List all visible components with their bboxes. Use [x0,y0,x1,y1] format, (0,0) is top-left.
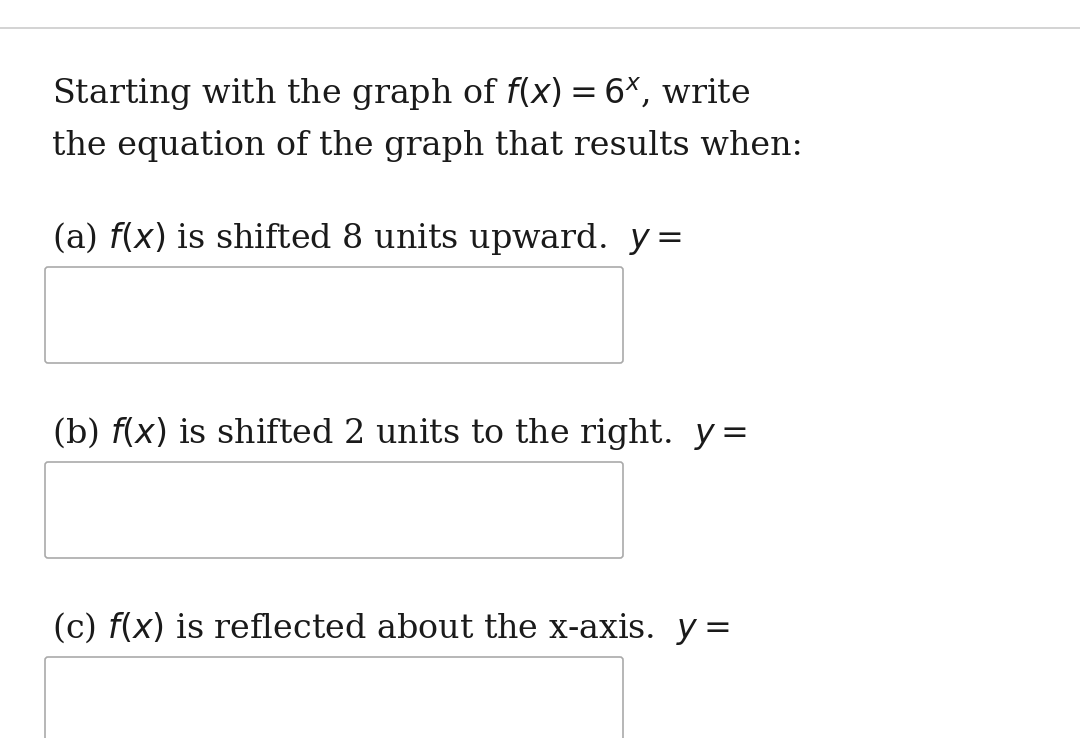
FancyBboxPatch shape [45,267,623,363]
FancyBboxPatch shape [45,657,623,738]
FancyBboxPatch shape [45,462,623,558]
Text: (a) $f(x)$ is shifted 8 units upward.  $y =$: (a) $f(x)$ is shifted 8 units upward. $y… [52,220,681,257]
Text: Starting with the graph of $f(x) = 6^{x}$, write: Starting with the graph of $f(x) = 6^{x}… [52,75,750,113]
Text: (b) $f(x)$ is shifted 2 units to the right.  $y =$: (b) $f(x)$ is shifted 2 units to the rig… [52,415,746,452]
Text: (c) $f(x)$ is reflected about the x-axis.  $y =$: (c) $f(x)$ is reflected about the x-axis… [52,610,729,647]
Text: the equation of the graph that results when:: the equation of the graph that results w… [52,130,802,162]
